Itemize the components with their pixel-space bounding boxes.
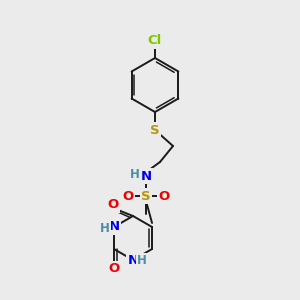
Text: S: S	[150, 124, 160, 136]
Text: N: N	[140, 169, 152, 182]
Text: O: O	[108, 262, 120, 275]
Text: H: H	[100, 221, 110, 235]
Text: O: O	[122, 190, 134, 202]
Text: O: O	[107, 199, 118, 212]
Text: H: H	[130, 169, 140, 182]
Text: N: N	[108, 220, 119, 233]
Text: S: S	[141, 190, 151, 202]
Text: O: O	[158, 190, 169, 202]
Text: H: H	[137, 254, 147, 268]
Text: N: N	[128, 254, 139, 266]
Text: Cl: Cl	[148, 34, 162, 47]
